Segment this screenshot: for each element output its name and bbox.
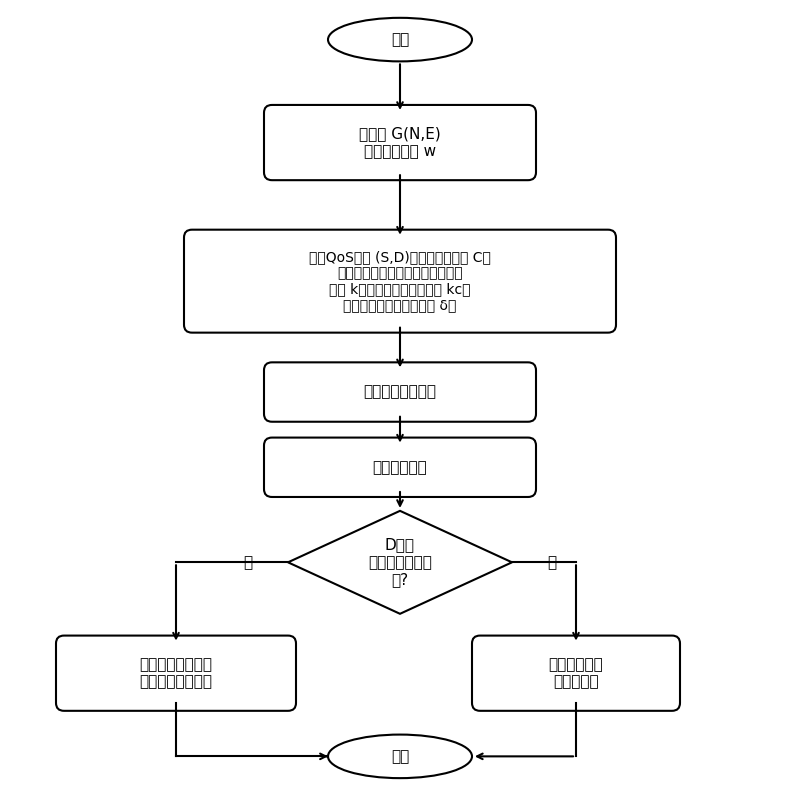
Ellipse shape bbox=[328, 735, 472, 778]
FancyBboxPatch shape bbox=[472, 635, 680, 711]
FancyBboxPatch shape bbox=[264, 105, 536, 181]
FancyBboxPatch shape bbox=[56, 635, 296, 711]
Text: 开始: 开始 bbox=[391, 32, 409, 47]
Text: 按非线性代价递增
顺序输出这些路径: 按非线性代价递增 顺序输出这些路径 bbox=[139, 657, 213, 689]
Text: 是: 是 bbox=[243, 555, 253, 569]
Polygon shape bbox=[288, 511, 512, 614]
Text: 输出路径计算
失败的结果: 输出路径计算 失败的结果 bbox=[549, 657, 603, 689]
Text: 输入QoS请求 (S,D)的约束条件向量 C、
中间节点在计算过程中保存的路径
数量 k、路径中环的探察深度 kc、
受控判决标准的收放系数 δ。: 输入QoS请求 (S,D)的约束条件向量 C、 中间节点在计算过程中保存的路径 … bbox=[309, 249, 491, 313]
Text: 正向路径计算: 正向路径计算 bbox=[373, 460, 427, 474]
Text: 输入图 G(N,E)
链路代价向量 w: 输入图 G(N,E) 链路代价向量 w bbox=[359, 127, 441, 158]
FancyBboxPatch shape bbox=[264, 363, 536, 421]
Text: 结束: 结束 bbox=[391, 749, 409, 763]
Text: 否: 否 bbox=[547, 555, 557, 569]
FancyBboxPatch shape bbox=[264, 438, 536, 497]
Text: 反向路径代价预测: 反向路径代价预测 bbox=[363, 385, 437, 399]
Ellipse shape bbox=[328, 18, 472, 62]
Text: D中有
符合约束的路径
吗?: D中有 符合约束的路径 吗? bbox=[368, 538, 432, 587]
FancyBboxPatch shape bbox=[184, 230, 616, 333]
